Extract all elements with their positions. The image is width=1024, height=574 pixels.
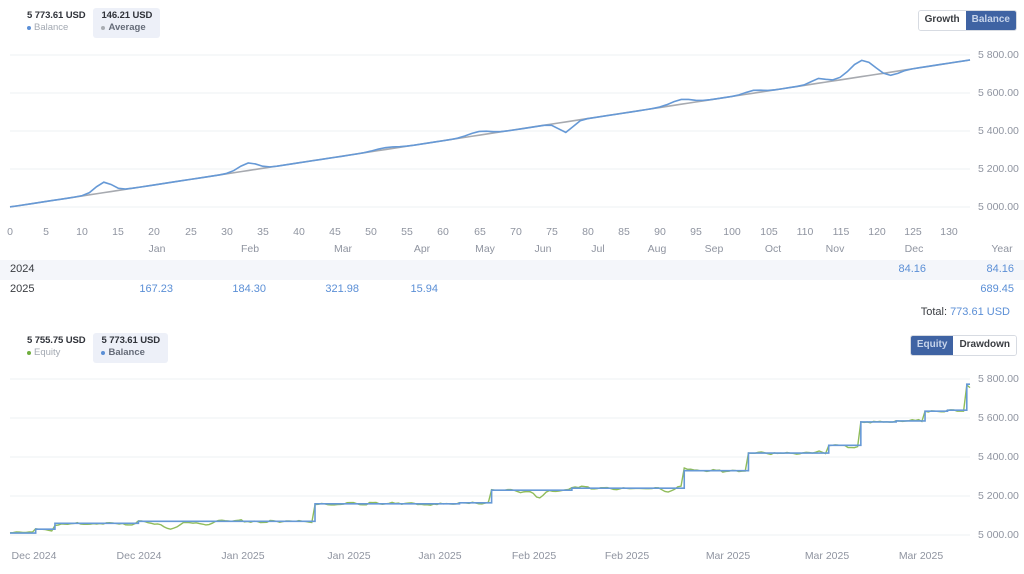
svg-text:120: 120: [868, 226, 886, 238]
svg-text:Feb 2025: Feb 2025: [605, 550, 650, 562]
svg-text:5 000.00: 5 000.00: [978, 201, 1019, 213]
svg-text:45: 45: [329, 226, 341, 238]
svg-text:Jul: Jul: [591, 243, 604, 255]
svg-text:Aug: Aug: [648, 243, 667, 255]
svg-text:5 200.00: 5 200.00: [978, 163, 1019, 175]
svg-text:May: May: [475, 243, 496, 255]
svg-text:90: 90: [654, 226, 666, 238]
svg-text:Oct: Oct: [765, 243, 781, 255]
svg-text:70: 70: [510, 226, 522, 238]
svg-text:Feb: Feb: [241, 243, 259, 255]
svg-text:Mar: Mar: [334, 243, 353, 255]
svg-text:10: 10: [76, 226, 88, 238]
svg-text:5 000.00: 5 000.00: [978, 529, 1019, 541]
svg-text:35: 35: [257, 226, 269, 238]
svg-text:Dec: Dec: [905, 243, 924, 255]
svg-text:Year: Year: [991, 243, 1013, 255]
svg-text:65: 65: [474, 226, 486, 238]
svg-text:30: 30: [221, 226, 233, 238]
svg-text:5 400.00: 5 400.00: [978, 451, 1019, 463]
svg-text:15: 15: [112, 226, 124, 238]
svg-text:5 800.00: 5 800.00: [978, 373, 1019, 385]
svg-text:5 800.00: 5 800.00: [978, 49, 1019, 61]
svg-text:Mar 2025: Mar 2025: [805, 550, 850, 562]
svg-text:Nov: Nov: [826, 243, 845, 255]
svg-text:5 600.00: 5 600.00: [978, 412, 1019, 424]
svg-text:Jan: Jan: [149, 243, 166, 255]
svg-text:20: 20: [148, 226, 160, 238]
svg-text:Jan 2025: Jan 2025: [221, 550, 264, 562]
svg-text:80: 80: [582, 226, 594, 238]
svg-text:110: 110: [797, 226, 814, 238]
svg-text:Jan 2025: Jan 2025: [418, 550, 461, 562]
svg-text:75: 75: [546, 226, 558, 238]
svg-text:Feb 2025: Feb 2025: [512, 550, 557, 562]
svg-text:Jun: Jun: [535, 243, 552, 255]
svg-text:60: 60: [437, 226, 449, 238]
svg-text:95: 95: [690, 226, 702, 238]
svg-text:5: 5: [43, 226, 49, 238]
svg-text:115: 115: [833, 226, 850, 238]
svg-text:Mar 2025: Mar 2025: [899, 550, 944, 562]
svg-text:130: 130: [940, 226, 958, 238]
svg-text:100: 100: [723, 226, 741, 238]
svg-text:5 200.00: 5 200.00: [978, 490, 1019, 502]
svg-text:25: 25: [185, 226, 197, 238]
svg-text:5 600.00: 5 600.00: [978, 87, 1019, 99]
svg-text:50: 50: [365, 226, 377, 238]
svg-text:Mar 2025: Mar 2025: [706, 550, 751, 562]
svg-text:85: 85: [618, 226, 630, 238]
svg-text:Dec 2024: Dec 2024: [12, 550, 57, 562]
svg-text:40: 40: [293, 226, 305, 238]
svg-text:Apr: Apr: [414, 243, 431, 255]
svg-text:Dec 2024: Dec 2024: [117, 550, 162, 562]
svg-text:Jan 2025: Jan 2025: [327, 550, 370, 562]
svg-text:105: 105: [760, 226, 778, 238]
svg-text:0: 0: [7, 226, 13, 238]
svg-text:Sep: Sep: [705, 243, 724, 255]
svg-text:5 400.00: 5 400.00: [978, 125, 1019, 137]
svg-text:125: 125: [904, 226, 922, 238]
svg-text:55: 55: [401, 226, 413, 238]
